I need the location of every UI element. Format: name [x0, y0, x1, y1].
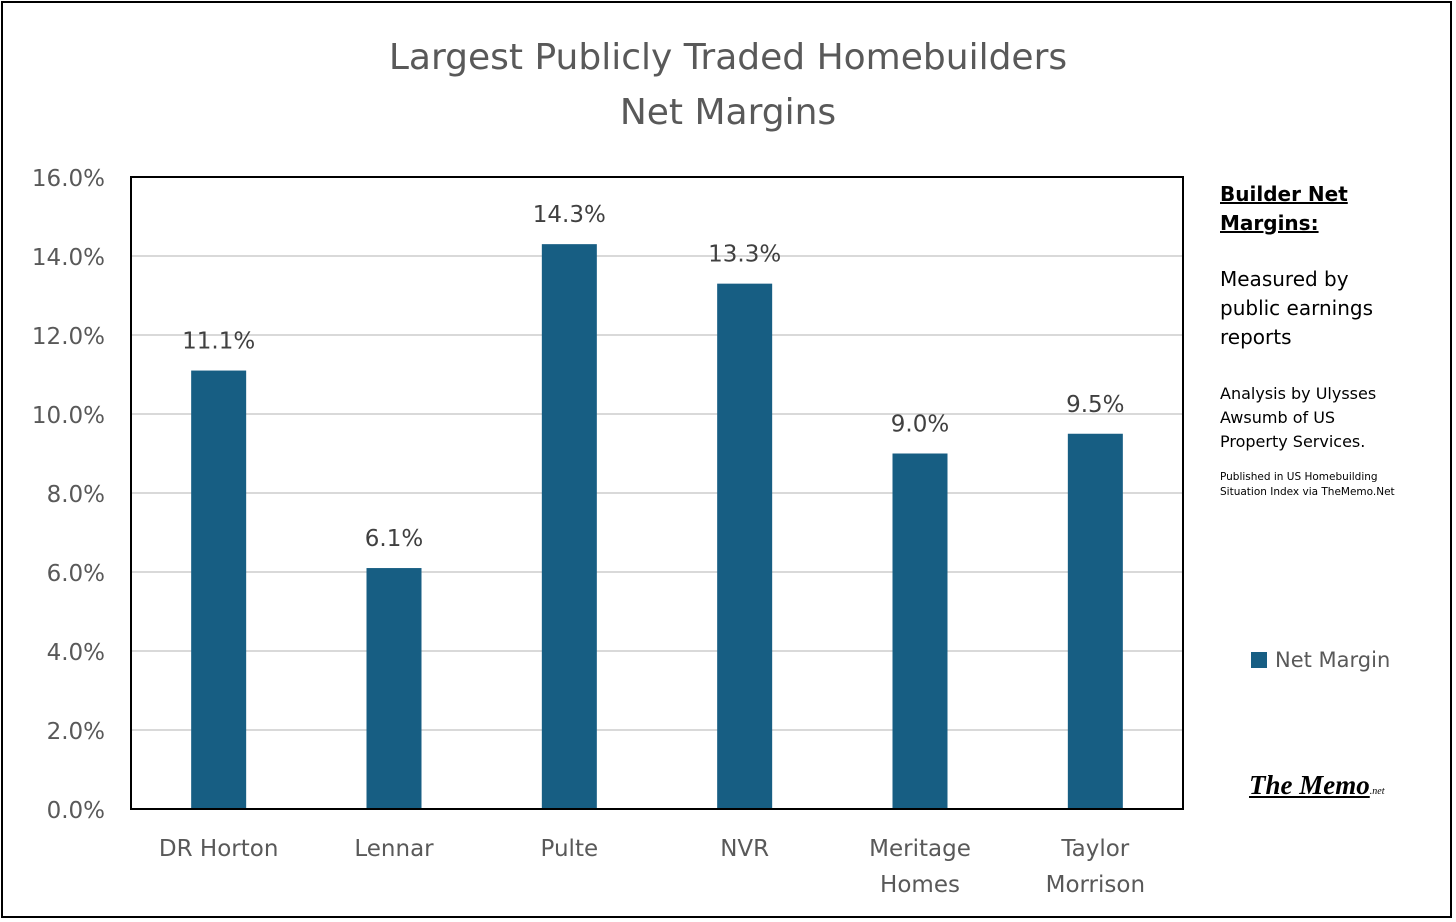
y-tick-label: 2.0%	[47, 719, 105, 745]
bar	[366, 568, 422, 809]
plot-area-border	[130, 176, 1184, 810]
notes-heading-line: Builder Net	[1220, 182, 1348, 206]
chart-legend: Net Margin	[1251, 648, 1390, 672]
the-memo-logo: The Memo.net	[1249, 770, 1384, 801]
y-tick-label: 0.0%	[47, 798, 105, 824]
notes-measured-line: reports	[1220, 325, 1292, 349]
data-label: 6.1%	[365, 526, 423, 552]
y-tick-label: 4.0%	[47, 640, 105, 666]
notes-heading: Builder Net Margins:	[1220, 180, 1370, 238]
notes-measured: Measured by public earnings reports	[1220, 265, 1400, 352]
gridlines	[131, 255, 1183, 731]
legend-swatch	[1251, 652, 1267, 668]
notes-heading-line: Margins:	[1220, 211, 1319, 235]
y-tick-label: 6.0%	[47, 561, 105, 587]
notes-measured-line: Measured by	[1220, 267, 1349, 291]
x-tick-label: DR Horton	[159, 836, 279, 862]
notes-analysis-line: Analysis by Ulysses	[1220, 384, 1377, 403]
logo-suffix-text: .net	[1369, 786, 1385, 797]
y-tick-label: 16.0%	[32, 166, 105, 192]
notes-analysis-line: Property Services.	[1220, 432, 1366, 451]
bar	[717, 283, 773, 809]
bar	[541, 244, 597, 809]
bar	[191, 370, 247, 809]
y-tick-label: 12.0%	[32, 324, 105, 350]
bar	[892, 453, 948, 809]
y-tick-label: 8.0%	[47, 482, 105, 508]
data-label: 11.1%	[182, 329, 255, 355]
x-axis-ticks: DR Horton Lennar Pulte NVR Meritage Homes Tayl…	[159, 836, 1145, 898]
chart-title: Largest Publicly Traded Homebuilders Net…	[0, 30, 1456, 140]
y-tick-label: 14.0%	[32, 245, 105, 271]
chart-title-line-1: Largest Publicly Traded Homebuilders	[388, 37, 1068, 78]
notes-published-line: Published in US Homebuilding	[1220, 471, 1378, 483]
notes-analysis-line: Awsumb of US	[1220, 408, 1336, 427]
data-label: 13.3%	[708, 242, 781, 268]
y-axis-ticks: 0.0% 2.0% 4.0% 6.0% 8.0% 10.0% 12.0% 14.0% 16.0%	[32, 166, 105, 824]
x-tick-label: Taylor Morrison	[1046, 836, 1145, 898]
x-tick-label: Meritage Homes	[869, 836, 971, 898]
x-tick-label: NVR	[720, 836, 769, 862]
chart-title-line-2: Net Margins	[619, 92, 837, 133]
x-tick-label: Pulte	[541, 836, 599, 862]
legend-label: Net Margin	[1275, 648, 1391, 672]
logo-main-text: The Memo	[1249, 770, 1370, 800]
bars	[191, 244, 1123, 809]
notes-published: Published in US Homebuilding Situation I…	[1220, 470, 1420, 500]
notes-analysis: Analysis by Ulysses Awsumb of US Propert…	[1220, 382, 1420, 454]
notes-published-line: Situation Index via TheMemo.Net	[1220, 486, 1395, 498]
x-tick-label: Lennar	[354, 836, 434, 862]
data-label: 9.5%	[1066, 392, 1124, 418]
data-label: 9.0%	[891, 412, 949, 438]
data-labels: 11.1% 6.1% 14.3% 13.3% 9.0% 9.5%	[182, 202, 1124, 552]
data-label: 14.3%	[533, 202, 606, 228]
y-tick-label: 10.0%	[32, 403, 105, 429]
notes-measured-line: public earnings	[1220, 296, 1373, 320]
bar	[1067, 433, 1123, 809]
